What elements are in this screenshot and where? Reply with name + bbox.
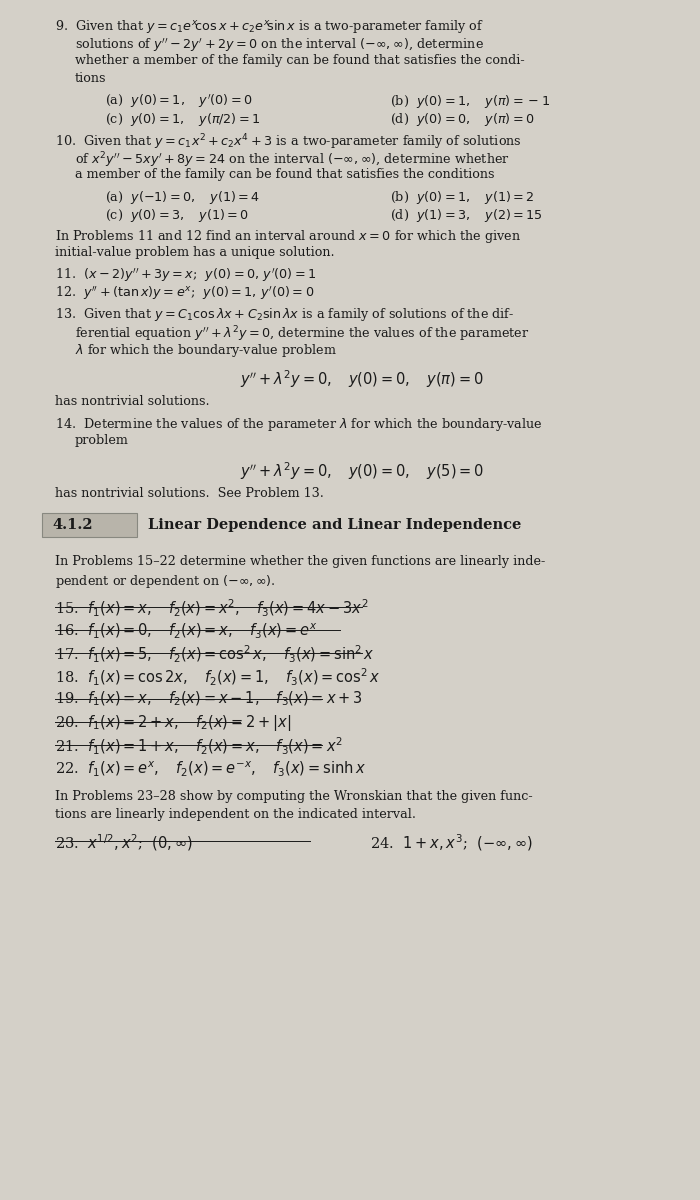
Text: 10.  Given that $y = c_1x^2 + c_2x^4 + 3$ is a two-parameter family of solutions: 10. Given that $y = c_1x^2 + c_2x^4 + 3$…	[55, 132, 522, 151]
Text: (b)  $y(0) = 1, \quad y(\pi) = -1$: (b) $y(0) = 1, \quad y(\pi) = -1$	[390, 92, 550, 110]
Text: In Problems 23–28 show by computing the Wronskian that the given func-: In Problems 23–28 show by computing the …	[55, 790, 533, 803]
Text: 22.  $f_1(x) = e^x,\quad f_2(x) = e^{-x},\quad f_3(x) = \sinh x$: 22. $f_1(x) = e^x,\quad f_2(x) = e^{-x},…	[55, 758, 366, 778]
Text: 23.  $x^{1/2}, x^2$;  $(0, \infty)$: 23. $x^{1/2}, x^2$; $(0, \infty)$	[55, 832, 192, 853]
Text: whether a member of the family can be found that satisfies the condi-: whether a member of the family can be fo…	[75, 54, 524, 67]
Text: In Problems 15–22 determine whether the given functions are linearly inde-: In Problems 15–22 determine whether the …	[55, 554, 545, 568]
Text: initial-value problem has a unique solution.: initial-value problem has a unique solut…	[55, 246, 335, 259]
Text: ferential equation $y'' + \lambda^2 y = 0$, determine the values of the paramete: ferential equation $y'' + \lambda^2 y = …	[75, 324, 529, 343]
Text: $y'' + \lambda^2 y = 0, \quad y(0) = 0, \quad y(\pi) = 0$: $y'' + \lambda^2 y = 0, \quad y(0) = 0, …	[240, 368, 484, 390]
Text: 13.  Given that $y = C_1\cos\lambda x + C_2\sin\lambda x$ is a family of solutio: 13. Given that $y = C_1\cos\lambda x + C…	[55, 306, 514, 323]
Text: 24.  $1 + x, x^3$;  $(-\infty, \infty)$: 24. $1 + x, x^3$; $(-\infty, \infty)$	[370, 832, 533, 853]
Text: (b)  $y(0) = 1, \quad y(1) = 2$: (b) $y(0) = 1, \quad y(1) = 2$	[390, 188, 535, 206]
Text: 21.  $f_1(x) = 1 + x,\quad f_2(x) = x,\quad f_3(x) = x^2$: 21. $f_1(x) = 1 + x,\quad f_2(x) = x,\qu…	[55, 736, 343, 757]
Text: problem: problem	[75, 434, 129, 446]
FancyBboxPatch shape	[42, 514, 137, 538]
Text: solutions of $y'' - 2y' + 2y = 0$ on the interval $(-\infty, \infty)$, determine: solutions of $y'' - 2y' + 2y = 0$ on the…	[75, 36, 484, 54]
Text: tions are linearly independent on the indicated interval.: tions are linearly independent on the in…	[55, 808, 416, 821]
Text: 14.  Determine the values of the parameter $\lambda$ for which the boundary-valu: 14. Determine the values of the paramete…	[55, 416, 542, 433]
Text: 11.  $(x - 2)y'' + 3y = x$;  $y(0) = 0,\, y'(0) = 1$: 11. $(x - 2)y'' + 3y = x$; $y(0) = 0,\, …	[55, 266, 316, 284]
Text: In Problems 11 and 12 find an interval around $x = 0$ for which the given: In Problems 11 and 12 find an interval a…	[55, 228, 521, 245]
Text: 18.  $f_1(x) = \cos 2x,\quad f_2(x) = 1,\quad f_3(x) = \cos^2 x$: 18. $f_1(x) = \cos 2x,\quad f_2(x) = 1,\…	[55, 667, 381, 688]
Text: (c)  $y(0) = 3, \quad y(1) = 0$: (c) $y(0) = 3, \quad y(1) = 0$	[105, 206, 249, 224]
Text: $y'' + \lambda^2 y = 0, \quad y(0) = 0, \quad y(5) = 0$: $y'' + \lambda^2 y = 0, \quad y(0) = 0, …	[240, 460, 484, 481]
Text: has nontrivial solutions.: has nontrivial solutions.	[55, 395, 209, 408]
Text: (a)  $y(-1) = 0, \quad y(1) = 4$: (a) $y(-1) = 0, \quad y(1) = 4$	[105, 188, 260, 206]
Text: 4.1.2: 4.1.2	[52, 518, 92, 532]
Text: of $x^2y'' - 5xy' + 8y = 24$ on the interval $(-\infty, \infty)$, determine whet: of $x^2y'' - 5xy' + 8y = 24$ on the inte…	[75, 150, 510, 169]
Text: Linear Dependence and Linear Independence: Linear Dependence and Linear Independenc…	[148, 518, 522, 532]
Text: 9.  Given that $y = c_1e^x\!\cos x + c_2e^x\!\sin x$ is a two-parameter family o: 9. Given that $y = c_1e^x\!\cos x + c_2e…	[55, 18, 484, 35]
Text: 12.  $y'' + (\tan x)y = e^x$;  $y(0) = 1,\, y'(0) = 0$: 12. $y'' + (\tan x)y = e^x$; $y(0) = 1,\…	[55, 284, 314, 302]
Text: 16.  $f_1(x) = 0,\quad f_2(x) = x,\quad f_3(x) = e^x$: 16. $f_1(x) = 0,\quad f_2(x) = x,\quad f…	[55, 622, 317, 640]
Text: 17.  $f_1(x) = 5,\quad f_2(x) = \cos^2 x,\quad f_3(x) = \sin^2 x$: 17. $f_1(x) = 5,\quad f_2(x) = \cos^2 x,…	[55, 644, 374, 665]
Text: (a)  $y(0) = 1, \quad y'(0) = 0$: (a) $y(0) = 1, \quad y'(0) = 0$	[105, 92, 253, 110]
Text: has nontrivial solutions.  See Problem 13.: has nontrivial solutions. See Problem 13…	[55, 487, 324, 500]
Text: 20.  $f_1(x) = 2 + x,\quad f_2(x) = 2 + |x|$: 20. $f_1(x) = 2 + x,\quad f_2(x) = 2 + |…	[55, 713, 291, 733]
Text: 19.  $f_1(x) = x,\quad f_2(x) = x - 1,\quad f_3(x) = x + 3$: 19. $f_1(x) = x,\quad f_2(x) = x - 1,\qu…	[55, 690, 363, 708]
Text: (c)  $y(0) = 1, \quad y(\pi/2) = 1$: (c) $y(0) = 1, \quad y(\pi/2) = 1$	[105, 110, 260, 128]
Text: (d)  $y(1) = 3, \quad y(2) = 15$: (d) $y(1) = 3, \quad y(2) = 15$	[390, 206, 543, 224]
Text: $\lambda$ for which the boundary-value problem: $\lambda$ for which the boundary-value p…	[75, 342, 337, 359]
Text: pendent or dependent on $(-\infty, \infty)$.: pendent or dependent on $(-\infty, \inft…	[55, 572, 276, 590]
Text: (d)  $y(0) = 0, \quad y(\pi) = 0$: (d) $y(0) = 0, \quad y(\pi) = 0$	[390, 110, 535, 128]
Text: 15.  $f_1(x) = x,\quad f_2(x) = x^2,\quad f_3(x) = 4x - 3x^2$: 15. $f_1(x) = x,\quad f_2(x) = x^2,\quad…	[55, 598, 368, 619]
Text: tions: tions	[75, 72, 106, 85]
Text: a member of the family can be found that satisfies the conditions: a member of the family can be found that…	[75, 168, 494, 181]
